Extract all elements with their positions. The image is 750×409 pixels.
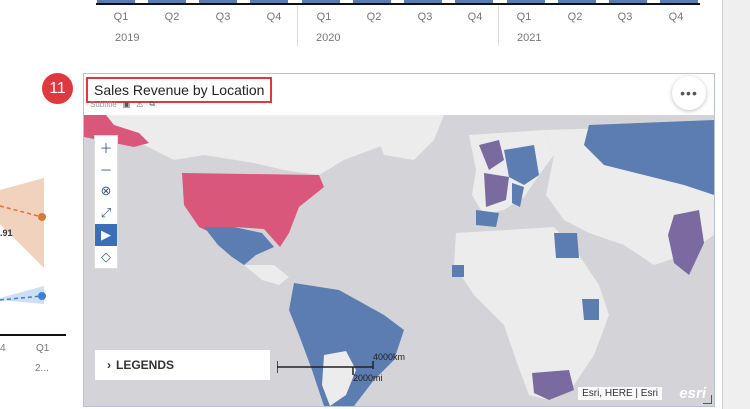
- chevron-right-icon: ›: [107, 358, 111, 372]
- axis-baseline: [96, 3, 700, 5]
- year-separator: [498, 6, 499, 46]
- step-badge: 11: [42, 73, 73, 104]
- region-russia[interactable]: [584, 120, 714, 195]
- tick-label: Q3: [417, 11, 433, 23]
- card-title[interactable]: Sales Revenue by Location: [86, 77, 273, 103]
- trend-line-blue: [0, 295, 43, 301]
- landmass-greenland: [369, 115, 444, 160]
- reset-icon[interactable]: ⊗: [100, 183, 112, 198]
- card-title-text: Sales Revenue by Location: [94, 82, 265, 98]
- value-label: .91: [0, 228, 13, 238]
- year-label: 2...: [35, 363, 49, 374]
- region-italy[interactable]: [512, 183, 524, 207]
- tick-label: Q3: [617, 11, 633, 23]
- landmass-africa: [454, 227, 609, 400]
- year-separator: [297, 6, 298, 46]
- region-south-america[interactable]: [289, 283, 404, 406]
- landmass-chile-argentina: [322, 351, 356, 406]
- data-point-blue: [38, 292, 46, 300]
- layers-icon[interactable]: ▣: [122, 99, 131, 109]
- zoom-in-icon[interactable]: ＋: [99, 140, 113, 156]
- year-label: 2020: [316, 32, 341, 44]
- region-uk[interactable]: [479, 140, 504, 170]
- region-north-africa[interactable]: [476, 210, 499, 227]
- map-toolbar: ＋ － ⊗ ⤢ ▶ ◇: [94, 135, 118, 269]
- tick-label: Q4: [668, 11, 684, 23]
- tick-label: Q4: [266, 11, 282, 23]
- warning-icon[interactable]: ⚠: [136, 99, 144, 109]
- hierarchy-icon[interactable]: ⧉: [149, 99, 156, 108]
- bar: [353, 0, 391, 3]
- bar: [507, 0, 545, 3]
- bar: [455, 0, 493, 3]
- more-options-button[interactable]: •••: [672, 76, 706, 110]
- region-south-africa[interactable]: [532, 370, 574, 400]
- map-scalebar: 4000km 2000mi: [276, 352, 405, 385]
- region-india[interactable]: [668, 210, 704, 275]
- left-chart-svg: [0, 178, 66, 336]
- legends-toggle-button[interactable]: › LEGENDS: [95, 350, 270, 380]
- tick-label: Q1: [516, 11, 532, 23]
- left-partial-chart: .91 4 Q1 2...: [0, 120, 80, 390]
- landmass-north-america-north: [84, 115, 424, 175]
- year-label: 2021: [517, 32, 542, 44]
- bar: [609, 0, 647, 3]
- fullscreen-icon[interactable]: ⤢: [100, 205, 112, 220]
- data-point-orange: [38, 213, 46, 221]
- year-label: 2019: [115, 32, 140, 44]
- map-svg: [84, 115, 714, 406]
- region-mexico[interactable]: [204, 227, 274, 265]
- tick-label: Q1: [113, 11, 129, 23]
- bar: [199, 0, 237, 3]
- scale-km-label: 4000km: [373, 352, 406, 362]
- tick-label: Q3: [215, 11, 231, 23]
- forecast-band-blue: [0, 286, 44, 304]
- card-subtitle: Subtitle: [90, 99, 117, 109]
- map-widget-card[interactable]: Sales Revenue by Location Subtitle ▣ ⚠ ⧉…: [83, 73, 715, 407]
- lasso-icon[interactable]: ◇: [101, 249, 111, 264]
- bar: [558, 0, 596, 3]
- subtitle-row: Subtitle ▣ ⚠ ⧉: [90, 99, 155, 109]
- forecast-band-orange: [0, 178, 44, 268]
- tick-label: Q4: [467, 11, 483, 23]
- tick-label: Q1: [36, 343, 50, 354]
- tick-label: Q2: [164, 11, 180, 23]
- bar: [250, 0, 288, 3]
- pointer-icon[interactable]: ▶: [95, 224, 117, 246]
- region-egypt[interactable]: [554, 233, 579, 258]
- legends-label: LEGENDS: [116, 358, 175, 372]
- trend-line-orange: [0, 205, 43, 218]
- region-france-spain[interactable]: [484, 173, 509, 207]
- landmass-central-america: [244, 265, 289, 285]
- right-gutter: [722, 0, 750, 409]
- map-attribution: Esri, HERE | Esri: [578, 387, 662, 400]
- bar: [302, 0, 340, 3]
- top-time-axis: Q1 Q2 Q3 Q4 Q1 Q2 Q3 Q4 Q1 Q2 Q3 Q4 2019…: [96, 0, 700, 50]
- bar: [97, 0, 135, 3]
- esri-logo: esri: [679, 385, 706, 402]
- tick-label: Q2: [366, 11, 382, 23]
- bar: [148, 0, 186, 3]
- bar: [404, 0, 442, 3]
- geo-map[interactable]: ＋ － ⊗ ⤢ ▶ ◇ › LEGENDS 4000km 2000mi Esri…: [84, 115, 714, 406]
- tick-label: Q1: [316, 11, 332, 23]
- zoom-out-icon[interactable]: －: [99, 162, 113, 178]
- resize-handle[interactable]: [703, 395, 712, 404]
- tick-label: Q2: [567, 11, 583, 23]
- bar: [660, 0, 698, 3]
- tick-label: 4: [0, 343, 6, 354]
- scale-mi-label: 2000mi: [353, 373, 383, 383]
- region-central-europe[interactable]: [504, 145, 539, 185]
- region-west-africa[interactable]: [452, 265, 464, 277]
- scalebar-svg: [276, 361, 374, 375]
- region-kenya[interactable]: [582, 299, 599, 320]
